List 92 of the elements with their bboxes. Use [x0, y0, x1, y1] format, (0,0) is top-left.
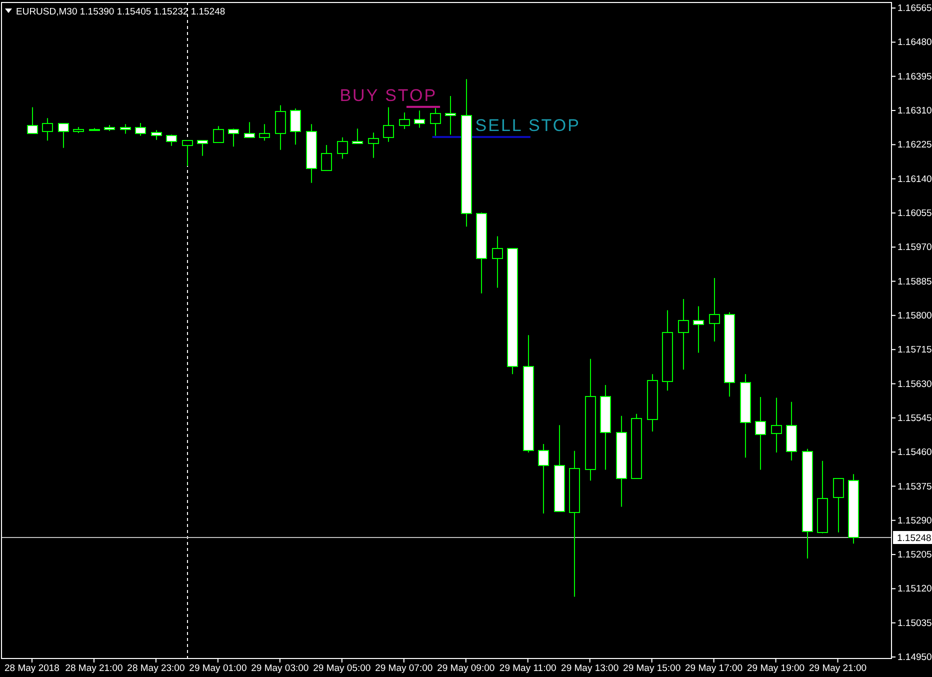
x-tick-label: 28 May 23:00 — [127, 663, 185, 674]
y-tick-label: 1.16565 — [898, 3, 932, 14]
candlestick — [461, 78, 472, 228]
candlestick — [476, 212, 487, 294]
candlestick — [538, 444, 549, 514]
candlestick — [848, 474, 859, 544]
y-tick-label: 1.15375 — [898, 481, 932, 492]
y-tick-label: 1.15630 — [898, 378, 932, 390]
candlestick — [802, 448, 813, 560]
candlestick — [786, 401, 797, 461]
candlestick — [89, 128, 100, 132]
candlestick — [600, 384, 611, 470]
candlestick — [507, 248, 518, 375]
candlestick — [771, 397, 782, 453]
y-tick-label: 1.15885 — [898, 276, 932, 288]
candlestick — [631, 413, 642, 479]
candlestick — [399, 112, 410, 130]
x-tick-label: 29 May 19:00 — [746, 663, 805, 674]
candlestick — [120, 124, 131, 134]
x-tick-label: 29 May 11:00 — [499, 663, 556, 674]
candlestick — [321, 144, 332, 172]
y-tick-label: 1.15970 — [898, 242, 932, 254]
y-tick-label: 1.15290 — [898, 515, 932, 526]
candlestick — [368, 132, 379, 158]
candlestick — [445, 96, 456, 136]
y-tick-label: 1.16395 — [898, 71, 932, 82]
x-tick-label: 29 May 03:00 — [251, 663, 309, 674]
candlestick — [306, 124, 317, 184]
candlestick — [27, 106, 38, 134]
candlestick — [259, 124, 270, 142]
annotation: SELL STOP — [475, 116, 580, 136]
y-tick-label: 1.15715 — [898, 344, 932, 356]
candlestick — [709, 278, 720, 342]
ref-line-label: 1.15248 — [897, 532, 932, 544]
candlestick — [182, 140, 193, 166]
candlestick — [492, 236, 503, 288]
x-tick-label: 28 May 2018 — [4, 663, 60, 674]
x-tick-label: 29 May 01:00 — [189, 663, 247, 674]
candlestick — [290, 108, 301, 146]
candlestick — [352, 128, 363, 144]
candlestick — [740, 374, 751, 458]
y-tick-label: 1.15545 — [898, 412, 932, 424]
x-tick-label: 29 May 05:00 — [313, 663, 371, 674]
candlestick — [755, 396, 766, 470]
text: EURUSD,M30 1.15390 1.15405 1.15232 1.15248 — [16, 6, 226, 18]
y-tick-label: 1.16225 — [898, 140, 932, 151]
candlestick — [616, 415, 627, 508]
candlestick — [662, 310, 673, 392]
candlestick — [166, 134, 177, 146]
y-tick-label: 1.15120 — [898, 584, 932, 595]
candlestick — [383, 106, 394, 142]
candlestick — [197, 140, 208, 156]
candlestick — [151, 130, 162, 140]
candlestick — [523, 334, 534, 453]
y-tick-label: 1.15460 — [898, 447, 932, 458]
y-tick-label: 1.16140 — [898, 174, 932, 185]
x-tick-label: 29 May 07:00 — [375, 663, 433, 674]
candlestick — [585, 358, 596, 482]
candlestick — [104, 124, 115, 132]
candlestick — [724, 312, 735, 398]
candlestick — [678, 298, 689, 370]
candlestick — [73, 126, 84, 134]
y-tick-label: 1.16310 — [898, 106, 932, 117]
candlestick — [42, 118, 53, 142]
x-tick-label: 29 May 09:00 — [437, 663, 495, 674]
x-tick-label: 29 May 13:00 — [561, 663, 619, 674]
y-tick-label: 1.14950 — [898, 652, 932, 664]
candlestick — [430, 108, 441, 136]
annotation: BUY STOP — [340, 86, 438, 105]
y-tick-label: 1.15205 — [898, 550, 932, 561]
x-tick-label: 29 May 21:00 — [808, 663, 867, 674]
candlestick — [228, 128, 239, 148]
candlestick — [817, 460, 828, 534]
candlestick — [337, 136, 348, 160]
candlestick — [135, 122, 146, 136]
candlestick — [693, 306, 704, 354]
candlestick — [554, 424, 565, 512]
candlestick — [275, 104, 286, 150]
x-tick-label: 29 May 17:00 — [685, 663, 743, 674]
candlestick — [58, 122, 69, 148]
x-tick-label: 28 May 21:00 — [65, 663, 123, 674]
y-tick-label: 1.15035 — [898, 618, 932, 629]
candlestick — [647, 374, 658, 432]
y-tick-label: 1.15800 — [898, 310, 932, 322]
y-tick-label: 1.16055 — [898, 208, 932, 220]
y-tick-label: 1.16480 — [898, 37, 932, 48]
candlestick — [244, 122, 255, 138]
candlestick — [213, 126, 224, 144]
candlestick — [569, 450, 580, 598]
x-tick-label: 29 May 15:00 — [623, 663, 681, 674]
candlestick — [833, 478, 844, 533]
candlestick — [414, 110, 425, 128]
